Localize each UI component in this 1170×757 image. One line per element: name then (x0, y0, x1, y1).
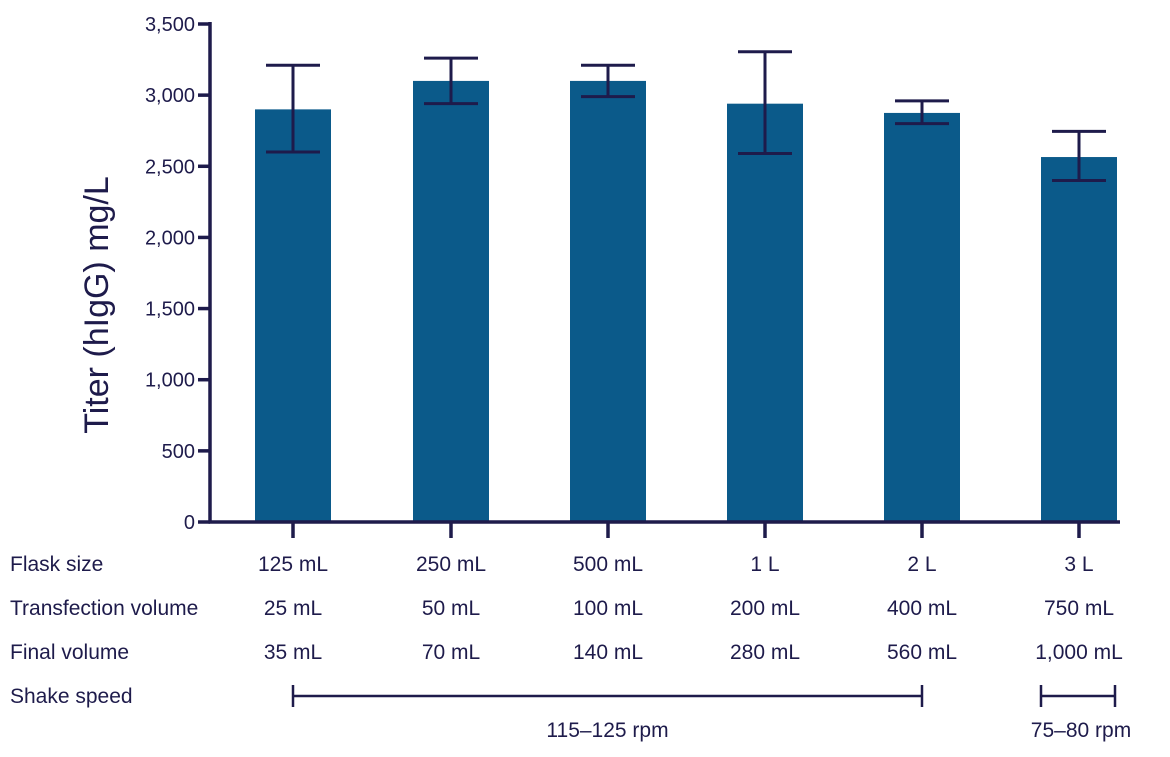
bar-5 (1041, 157, 1117, 522)
table-cell-2-2: 140 mL (572, 641, 644, 664)
table-cell-1-3: 200 mL (729, 597, 801, 620)
y-tick-label-3: 1,500 (145, 299, 195, 321)
y-tick-label-0: 0 (184, 512, 195, 534)
row-label-1: Transfection volume (10, 597, 199, 620)
y-tick-label-5: 2,500 (145, 156, 195, 178)
table-cell-2-1: 70 mL (421, 641, 481, 664)
y-tick-label-1: 500 (162, 441, 195, 463)
y-tick-label-6: 3,000 (145, 85, 195, 107)
row-label-shake-speed: Shake speed (10, 685, 133, 708)
row-label-2: Final volume (10, 641, 130, 664)
bar-4 (884, 112, 960, 522)
bar-0 (255, 109, 331, 522)
table-cell-1-0: 25 mL (263, 597, 323, 620)
table-cell-2-0: 35 mL (263, 641, 323, 664)
shake-speed-group-label-1: 75–80 rpm (1030, 719, 1132, 742)
table-cell-0-0: 125 mL (257, 553, 329, 576)
shake-speed-group-label-0: 115–125 rpm (546, 719, 669, 742)
table-cell-0-5: 3 L (1064, 553, 1094, 576)
table-cell-2-4: 560 mL (886, 641, 958, 664)
y-tick-label-2: 1,000 (145, 370, 195, 392)
bar-2 (570, 80, 646, 523)
table-cell-1-4: 400 mL (886, 597, 958, 620)
table-cell-0-2: 500 mL (572, 553, 644, 576)
table-cell-1-2: 100 mL (572, 597, 644, 620)
table-cell-0-4: 2 L (907, 553, 937, 576)
row-label-0: Flask size (10, 553, 104, 576)
shake-speed-brackets (291, 685, 1117, 707)
bar-1 (413, 80, 489, 523)
table-cell-2-5: 1,000 mL (1035, 641, 1123, 664)
table-cell-1-5: 750 mL (1043, 597, 1115, 620)
bar-3 (727, 103, 803, 523)
error-bars-group (266, 50, 1106, 183)
table-cell-0-1: 250 mL (415, 553, 487, 576)
bars-group (255, 80, 1117, 523)
axes-group: 0 500 1,000 1,500 2,000 2,500 3,000 3,500 (145, 14, 1120, 538)
table-cell-0-3: 1 L (750, 553, 780, 576)
y-tick-label-7: 3,500 (145, 14, 195, 36)
y-axis-label: Titer (hIgG) mg/L (78, 176, 116, 434)
y-tick-label-4: 2,000 (145, 227, 195, 249)
table-cell-2-3: 280 mL (729, 641, 801, 664)
table-cell-1-1: 50 mL (421, 597, 481, 620)
